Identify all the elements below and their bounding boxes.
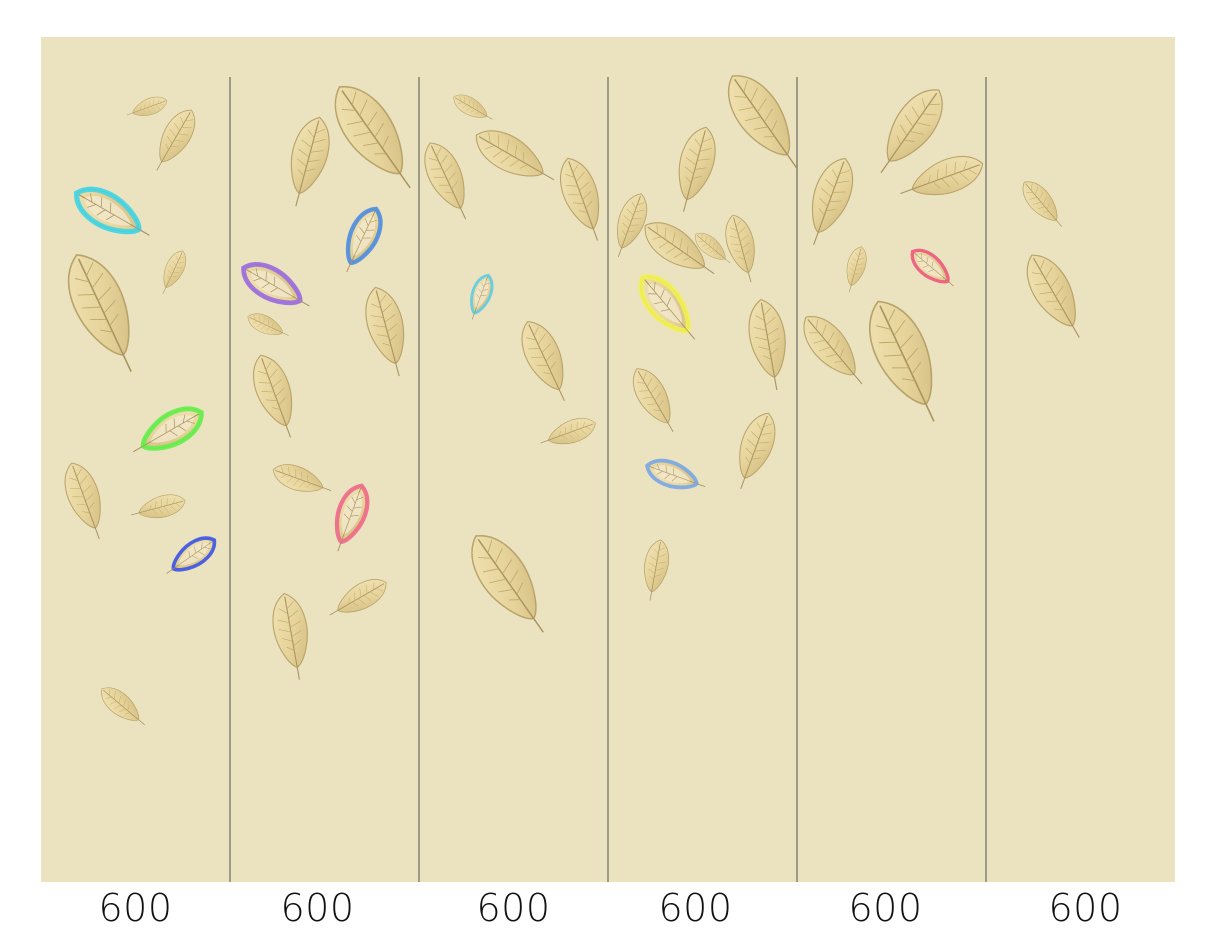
feather-blue	[159, 530, 221, 583]
feather-yellow	[630, 267, 707, 350]
feather-steel-blue	[334, 202, 389, 278]
panel-dividers	[229, 77, 987, 882]
feather-cyan	[68, 178, 158, 250]
feather-rose	[905, 243, 961, 295]
wallpaper-panels	[41, 37, 1175, 882]
panel-3-width-label: 600	[476, 886, 551, 930]
feather-light-cyan	[463, 271, 497, 323]
panel-1-width-label: 600	[98, 886, 173, 930]
panel-4-width-label: 600	[658, 886, 733, 930]
panel-2-width-label: 600	[280, 886, 355, 930]
feather-wallpaper-artwork	[41, 37, 1175, 882]
feather-pink	[325, 480, 375, 557]
feathers-layer	[53, 63, 1096, 734]
feather-green	[125, 399, 210, 466]
panel-width-labels: 600 600 600 600 600 600	[41, 885, 1175, 931]
panel-6-width-label: 600	[1048, 886, 1123, 930]
panel-5-width-label: 600	[848, 886, 923, 930]
feather-purple	[235, 255, 318, 320]
feather-sky-blue	[642, 454, 710, 498]
